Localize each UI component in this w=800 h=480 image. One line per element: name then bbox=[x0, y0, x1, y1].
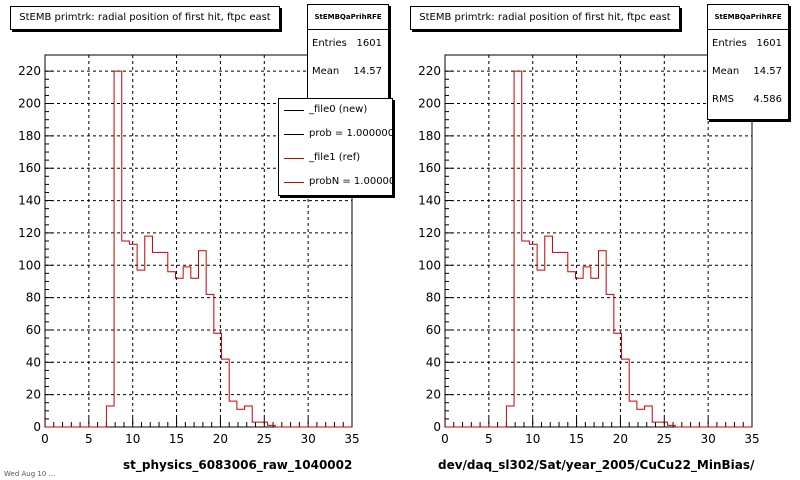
y-tick-label: 100 bbox=[418, 258, 441, 272]
chart-title: StEMB primtrk: radial position of first … bbox=[410, 6, 680, 30]
chart-title: StEMB primtrk: radial position of first … bbox=[10, 6, 280, 30]
stats-box: StEMBQaPrihRFE Entries 1601 Mean 14.57 R… bbox=[707, 4, 789, 120]
x-tick-label: 35 bbox=[344, 432, 359, 446]
x-tick-label: 20 bbox=[613, 432, 628, 446]
legend-label: probN = 1.000000 bbox=[309, 176, 393, 187]
histogram-series bbox=[445, 70, 752, 428]
x-axis-title: st_physics_6083006_raw_1040002 bbox=[123, 458, 353, 472]
legend-swatch bbox=[284, 182, 304, 183]
legend-label: _file1 (ref) bbox=[309, 152, 361, 163]
y-tick-label: 60 bbox=[426, 323, 441, 337]
y-tick-label: 0 bbox=[33, 420, 41, 434]
histogram-panel-left: 0 20 40 60 80 100 120 140 160 180 200 220 0 5 10 15 20 25… bbox=[10, 4, 393, 472]
y-tick-label: 140 bbox=[418, 194, 441, 208]
stats-key: Entries bbox=[712, 38, 747, 49]
legend-label: prob = 1.000000 bbox=[309, 128, 393, 139]
x-tick-label: 15 bbox=[569, 432, 584, 446]
x-tick-label: 10 bbox=[525, 432, 540, 446]
histogram-panel-right: 0 20 40 60 80 100 120 140 160 180 200 220 0 5 10 15 20 25… bbox=[400, 0, 800, 480]
stats-value: 1601 bbox=[356, 38, 382, 49]
y-tick-label: 60 bbox=[26, 323, 41, 337]
y-tick-label: 20 bbox=[426, 388, 441, 402]
stats-row-entries: Entries 1601 bbox=[708, 30, 788, 58]
x-tick-label: 10 bbox=[125, 432, 140, 446]
legend-swatch bbox=[284, 134, 304, 135]
y-tick-label: 220 bbox=[18, 64, 41, 78]
y-tick-label: 120 bbox=[418, 226, 441, 240]
x-tick-label: 30 bbox=[301, 432, 316, 446]
y-tick-label: 100 bbox=[18, 258, 41, 272]
y-tick-label: 20 bbox=[26, 388, 41, 402]
stats-row-entries: Entries 1601 bbox=[308, 30, 388, 58]
y-tick-label: 0 bbox=[433, 420, 441, 434]
y-tick-label: 120 bbox=[18, 226, 41, 240]
x-tick-label: 20 bbox=[213, 432, 228, 446]
y-tick-label: 160 bbox=[18, 161, 41, 175]
histogram-series bbox=[45, 70, 352, 428]
legend-swatch bbox=[284, 158, 304, 159]
y-tick-label: 40 bbox=[26, 355, 41, 369]
x-tick-label: 15 bbox=[169, 432, 184, 446]
stats-name: StEMBQaPrihRFE bbox=[708, 5, 788, 30]
histogram-right: 0 20 40 60 80 100 120 140 160 180 200 220 0 5 10 15 20 25… bbox=[418, 54, 760, 446]
y-tick-label: 180 bbox=[418, 129, 441, 143]
stats-value: 14.57 bbox=[353, 66, 382, 77]
x-tick-label: 35 bbox=[744, 432, 759, 446]
footer-timestamp: Wed Aug 10 ... bbox=[4, 470, 56, 478]
legend-swatch bbox=[284, 110, 304, 111]
y-tick-label: 200 bbox=[18, 97, 41, 111]
x-tick-label: 0 bbox=[441, 432, 449, 446]
x-tick-label: 25 bbox=[257, 432, 272, 446]
x-tick-label: 25 bbox=[657, 432, 672, 446]
legend-entry: probN = 1.000000 bbox=[279, 171, 392, 195]
y-tick-label: 140 bbox=[18, 194, 41, 208]
stats-row-rms: RMS 4.586 bbox=[708, 86, 788, 114]
stats-value: 14.57 bbox=[753, 66, 782, 77]
legend-label: _file0 (new) bbox=[309, 104, 368, 115]
stats-key: RMS bbox=[712, 94, 734, 105]
y-tick-label: 200 bbox=[418, 97, 441, 111]
x-tick-label: 5 bbox=[485, 432, 493, 446]
x-axis-title: dev/daq_sl302/Sat/year_2005/CuCu22_MinBi… bbox=[438, 458, 755, 472]
y-tick-label: 80 bbox=[26, 291, 41, 305]
y-tick-label: 220 bbox=[418, 64, 441, 78]
y-tick-label: 80 bbox=[426, 291, 441, 305]
y-tick-label: 40 bbox=[426, 355, 441, 369]
stats-row-mean: Mean 14.57 bbox=[308, 58, 388, 86]
stats-value: 4.586 bbox=[753, 94, 782, 105]
y-tick-label: 160 bbox=[418, 161, 441, 175]
stats-key: Mean bbox=[312, 66, 340, 77]
y-tick-label: 180 bbox=[18, 129, 41, 143]
x-tick-label: 30 bbox=[701, 432, 716, 446]
legend: _file0 (new) prob = 1.000000 _file1 (ref… bbox=[278, 98, 393, 196]
x-tick-label: 0 bbox=[41, 432, 49, 446]
histogram-left: 0 20 40 60 80 100 120 140 160 180 200 220 0 5 10 15 20 25… bbox=[18, 54, 360, 446]
x-tick-label: 5 bbox=[85, 432, 93, 446]
stats-key: Entries bbox=[312, 38, 347, 49]
stats-name: StEMBQaPrihRFE bbox=[308, 5, 388, 30]
legend-entry: _file1 (ref) bbox=[279, 147, 392, 171]
stats-row-mean: Mean 14.57 bbox=[708, 58, 788, 86]
legend-entry: prob = 1.000000 bbox=[279, 123, 392, 147]
plot-frame bbox=[444, 54, 753, 428]
legend-entry: _file0 (new) bbox=[279, 99, 392, 123]
stats-value: 1601 bbox=[756, 38, 782, 49]
stats-key: Mean bbox=[712, 66, 740, 77]
